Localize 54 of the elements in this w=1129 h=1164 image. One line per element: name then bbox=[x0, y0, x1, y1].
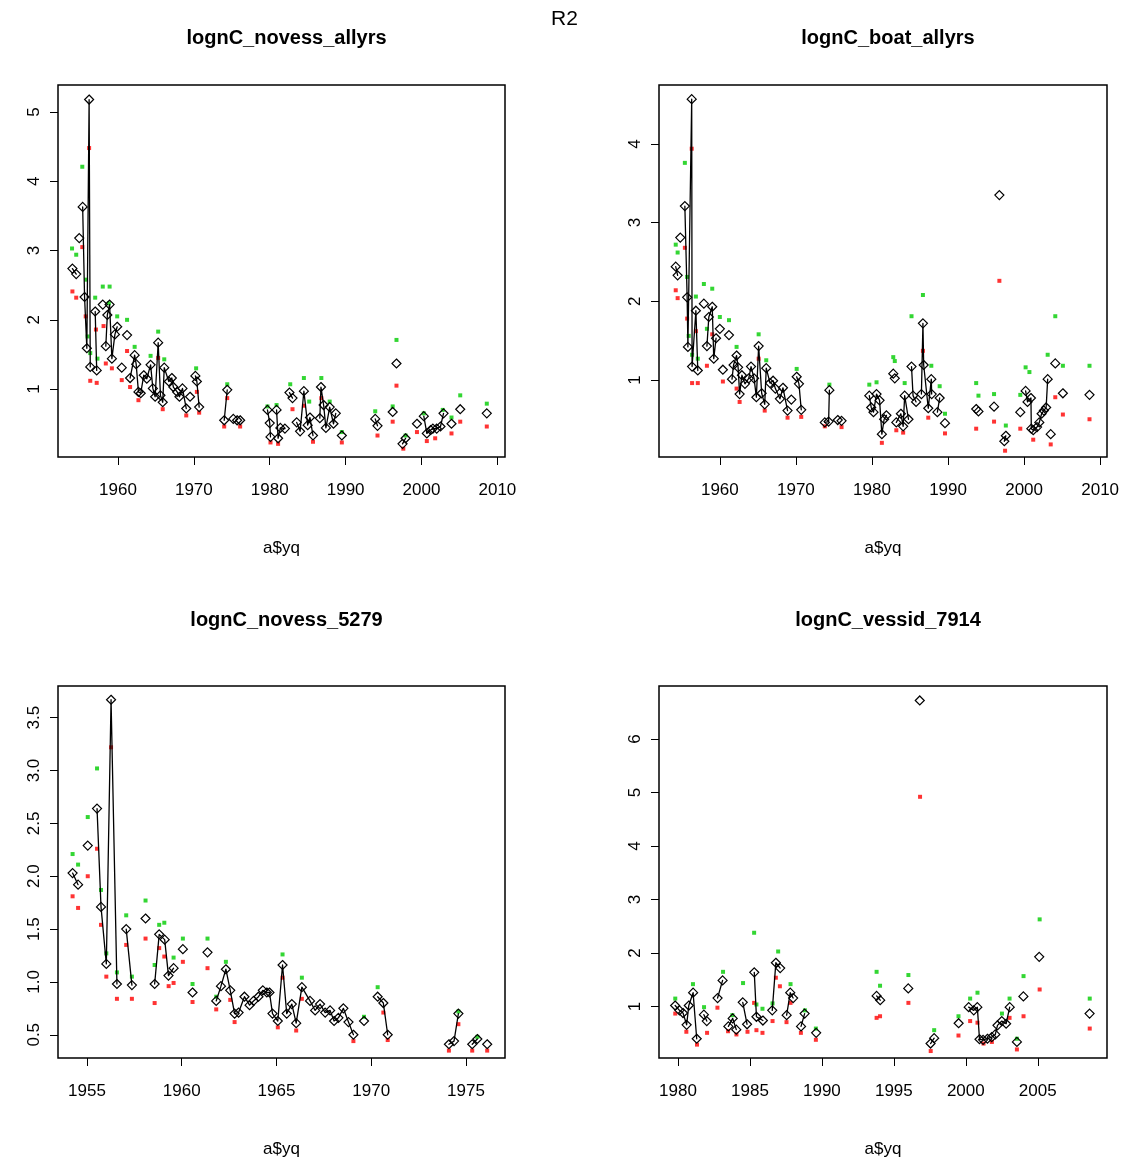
x-tick-label: 1970 bbox=[777, 480, 815, 499]
y-tick-label: 2.0 bbox=[24, 864, 43, 889]
y-tick-label: 0.5 bbox=[24, 1022, 43, 1047]
x-tick-label: 2000 bbox=[946, 1081, 985, 1100]
y-tick-label: 3 bbox=[625, 217, 644, 228]
chart-title: lognC_novess_5279 bbox=[190, 608, 383, 630]
x-axis-title: a$yq bbox=[864, 538, 902, 557]
x-tick-label: 1970 bbox=[174, 480, 213, 499]
y-tick-label: 4 bbox=[625, 139, 644, 149]
x-tick-label: 2000 bbox=[1005, 480, 1044, 499]
y-tick-label: 5 bbox=[625, 787, 644, 798]
y-tick-label: 4 bbox=[24, 176, 43, 187]
x-tick-label: 1980 bbox=[250, 480, 289, 499]
y-tick-label: 2 bbox=[625, 296, 644, 307]
x-tick-label: 1985 bbox=[731, 1081, 769, 1100]
y-tick-label: 3.0 bbox=[24, 758, 43, 783]
x-tick-label: 1970 bbox=[352, 1081, 391, 1100]
x-tick-label: 2010 bbox=[1081, 480, 1120, 499]
x-tick-label: 1960 bbox=[700, 480, 739, 499]
y-tick-label: 1.0 bbox=[24, 970, 43, 994]
y-tick-label: 1 bbox=[625, 375, 644, 385]
x-tick-label: 1995 bbox=[874, 1081, 913, 1100]
y-tick-label: 4 bbox=[625, 841, 644, 851]
x-axis-title: a$yq bbox=[864, 1139, 902, 1158]
x-axis-title: a$yq bbox=[263, 538, 300, 557]
x-tick-label: 1975 bbox=[447, 1081, 485, 1100]
y-tick-label: 6 bbox=[625, 734, 644, 744]
x-axis-title: a$yq bbox=[263, 1139, 300, 1158]
x-tick-label: 1980 bbox=[659, 1081, 697, 1100]
y-tick-label: 1 bbox=[24, 384, 43, 394]
x-tick-label: 1990 bbox=[929, 480, 967, 499]
x-tick-label: 1960 bbox=[162, 1081, 201, 1100]
x-tick-label: 1990 bbox=[802, 1081, 841, 1100]
y-tick-label: 3 bbox=[625, 894, 644, 905]
x-tick-label: 2010 bbox=[478, 480, 517, 499]
x-tick-label: 2005 bbox=[1018, 1081, 1057, 1100]
y-tick-label: 2 bbox=[625, 948, 644, 958]
y-tick-label: 2.5 bbox=[24, 811, 43, 836]
y-tick-label: 1.5 bbox=[24, 917, 43, 941]
x-tick-label: 1965 bbox=[257, 1081, 296, 1100]
chart-title: lognC_novess_allyrs bbox=[186, 26, 387, 48]
x-tick-label: 1960 bbox=[99, 480, 137, 499]
text: R2 bbox=[551, 6, 578, 29]
chart-title: lognC_boat_allyrs bbox=[801, 26, 975, 48]
y-tick-label: 3 bbox=[24, 245, 43, 256]
y-tick-label: 3.5 bbox=[24, 705, 43, 730]
chart-title: lognC_vessid_7914 bbox=[795, 608, 982, 630]
x-tick-label: 1980 bbox=[853, 480, 891, 499]
x-tick-label: 1955 bbox=[68, 1081, 106, 1100]
y-tick-label: 1 bbox=[625, 1001, 644, 1012]
y-tick-label: 2 bbox=[24, 315, 43, 325]
x-tick-label: 1990 bbox=[326, 480, 365, 499]
x-tick-label: 2000 bbox=[402, 480, 441, 499]
y-tick-label: 5 bbox=[24, 107, 43, 117]
